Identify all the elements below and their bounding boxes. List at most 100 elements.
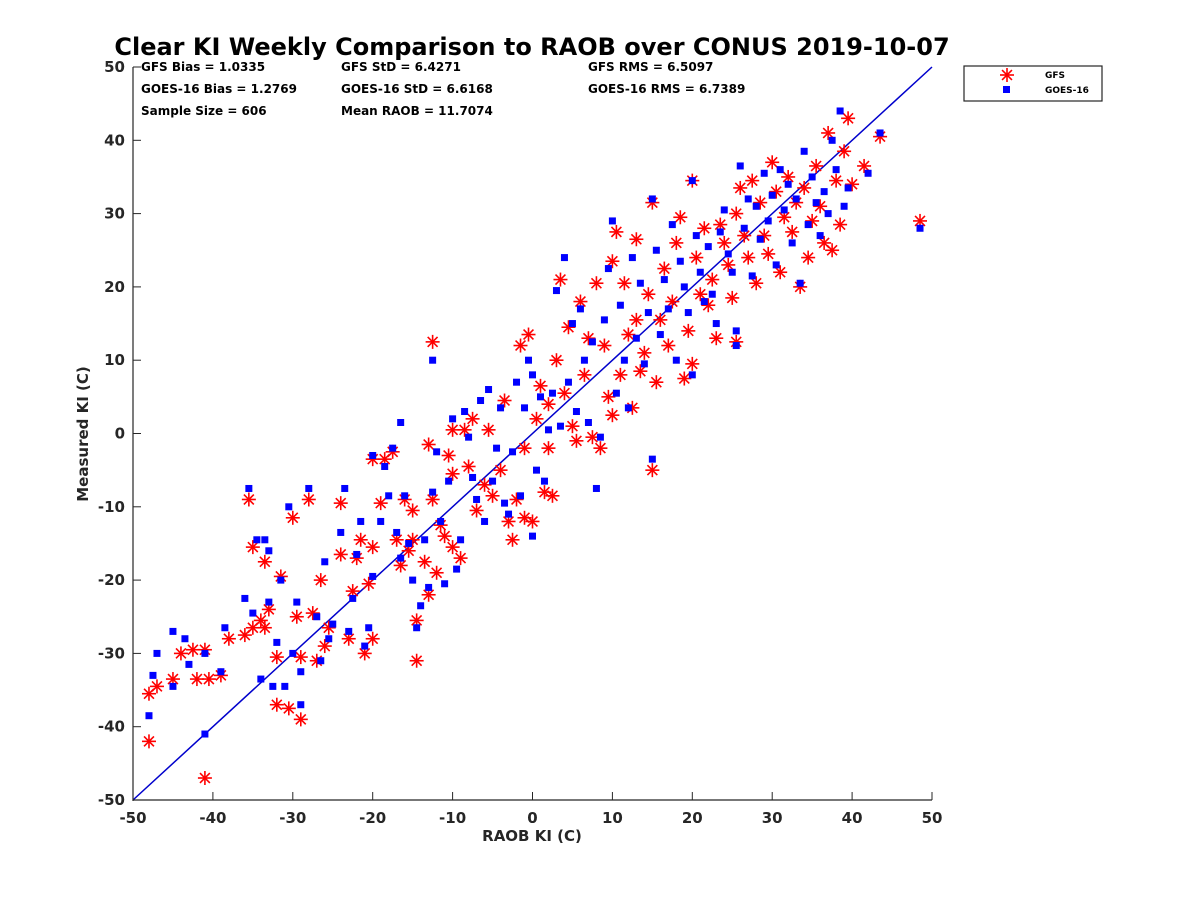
gfs-point (661, 338, 676, 353)
goes-16-point (740, 224, 748, 232)
y-tick-label: 30 (104, 205, 125, 223)
x-tick-label: -50 (119, 809, 146, 827)
goes-16-point (445, 477, 453, 485)
goes-16-point (664, 305, 672, 313)
goes-16-point (381, 462, 389, 470)
chart-title: Clear KI Weekly Comparison to RAOB over … (114, 33, 949, 61)
goes-16-point (297, 701, 305, 709)
gfs-point (285, 510, 300, 525)
stat-sample-size: Sample Size = 606 (141, 104, 267, 118)
goes-16-point (441, 580, 449, 588)
goes-16-point (521, 404, 529, 412)
goes-16-point (529, 371, 536, 379)
gfs-point (717, 235, 732, 250)
goes-16-point (497, 404, 505, 412)
goes-16-point (768, 191, 776, 199)
goes-16-point (812, 199, 820, 207)
gfs-point (609, 224, 624, 239)
gfs-point (445, 540, 460, 555)
gfs-point (745, 173, 760, 188)
gfs-point (825, 243, 840, 258)
goes-16-point (824, 210, 832, 218)
goes-16-point (916, 224, 924, 232)
goes-16-point (800, 147, 808, 155)
goes-16-point (417, 602, 425, 610)
goes-16-point (361, 642, 369, 650)
goes-16-point (485, 386, 493, 394)
gfs-point (673, 210, 688, 225)
goes-16-point (692, 232, 700, 240)
goes-16-point (748, 272, 756, 280)
gfs-point (629, 232, 644, 247)
gfs-point (649, 375, 664, 390)
goes-16-point (477, 397, 485, 405)
goes-16-point (544, 426, 552, 434)
goes-16-point (249, 609, 257, 617)
goes-16-point (796, 279, 804, 287)
legend-label-gfs: GFS (1045, 71, 1065, 81)
goes-16-point (349, 594, 357, 602)
gfs-point (437, 529, 452, 544)
gfs-point (541, 397, 556, 412)
gfs-point (785, 224, 800, 239)
goes-16-point (752, 202, 760, 210)
gfs-point (601, 389, 616, 404)
goes-16-point (804, 221, 812, 229)
gfs-point (801, 250, 816, 265)
gfs-point (697, 221, 712, 236)
gfs-point (313, 573, 328, 588)
gfs-point (857, 158, 872, 173)
goes-16-point (836, 107, 844, 115)
goes-16-point (732, 327, 740, 335)
goes-16-point (469, 473, 477, 481)
goes-16-point (425, 583, 433, 591)
goes-16-point (660, 276, 668, 284)
gfs-point (553, 272, 568, 287)
goes-16-point (369, 572, 377, 580)
goes-16-point (832, 166, 840, 174)
goes-16-point (413, 624, 421, 632)
goes-16-point (393, 528, 401, 536)
x-tick-label: -30 (279, 809, 306, 827)
goes-16-point (525, 356, 533, 364)
gfs-point (521, 327, 536, 342)
goes-16-point (596, 433, 604, 441)
gfs-point (461, 459, 476, 474)
goes-16-point (780, 206, 788, 214)
y-tick-label: 10 (104, 351, 125, 369)
goes-16-point (600, 316, 608, 324)
x-tick-label: 0 (527, 809, 537, 827)
gfs-point (693, 287, 708, 302)
goes-16-point (644, 309, 652, 317)
goes-16-point (652, 246, 660, 254)
goes-16-point (357, 517, 365, 525)
goes-16-point (612, 389, 620, 397)
goes-16-point (624, 404, 632, 412)
gfs-point (409, 653, 424, 668)
goes-16-point (241, 594, 249, 602)
gfs-point (557, 386, 572, 401)
goes-16-point (708, 290, 716, 298)
goes-16-point (429, 356, 437, 364)
goes-16-point (648, 195, 656, 203)
goes-16-point (305, 484, 313, 492)
gfs-point (257, 554, 272, 569)
gfs-point (485, 488, 500, 503)
gfs-point (725, 290, 740, 305)
gfs-point (465, 411, 480, 426)
gfs-point (533, 378, 548, 393)
gfs-point (549, 353, 564, 368)
gfs-point (541, 441, 556, 456)
goes-16-point (493, 444, 501, 452)
gfs-point (597, 338, 612, 353)
y-tick-label: 0 (115, 425, 125, 443)
goes-16-point (688, 177, 696, 185)
legend-box (963, 65, 1103, 102)
goes-16-point (253, 536, 261, 544)
gfs-point (333, 496, 348, 511)
goes-16-point (369, 451, 377, 459)
goes-16-point (764, 217, 772, 225)
goes-16-point (169, 682, 177, 690)
goes-16-point (540, 477, 548, 485)
goes-16-point (457, 536, 465, 544)
